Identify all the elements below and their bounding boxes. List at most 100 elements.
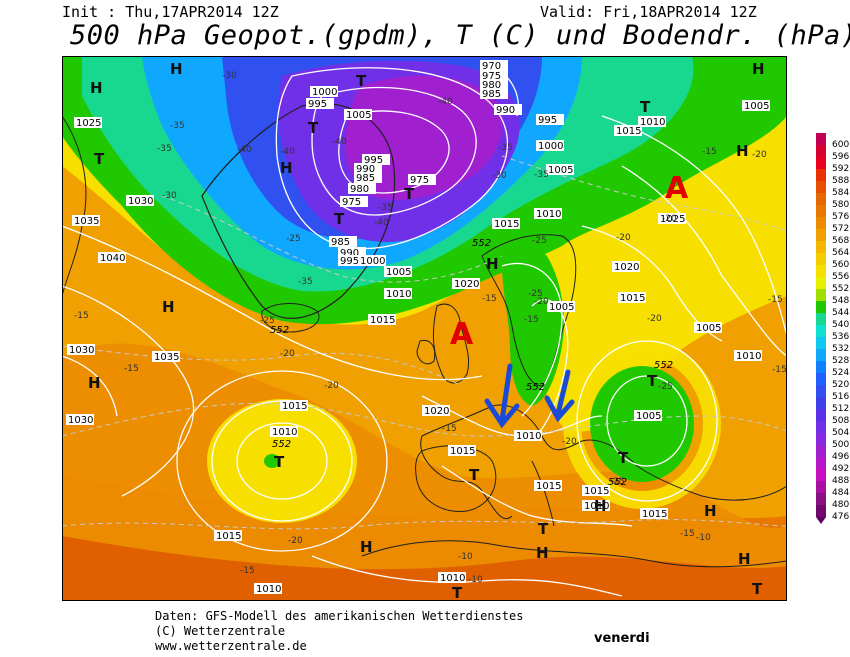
anticyclone-marker-britain: A bbox=[450, 317, 474, 352]
svg-text:1010: 1010 bbox=[516, 431, 541, 442]
svg-text:-15: -15 bbox=[442, 424, 457, 434]
low-marker: T bbox=[274, 453, 285, 471]
svg-text:985: 985 bbox=[331, 237, 350, 248]
low-marker: T bbox=[356, 72, 367, 90]
legend-label: 580 bbox=[832, 201, 849, 210]
high-marker: H bbox=[162, 298, 175, 316]
svg-text:-30: -30 bbox=[492, 171, 507, 181]
svg-text:-25: -25 bbox=[658, 382, 673, 392]
low-marker: T bbox=[640, 98, 651, 116]
legend-label: 476 bbox=[832, 513, 849, 522]
svg-text:1020: 1020 bbox=[424, 406, 449, 417]
high-marker: H bbox=[360, 538, 373, 556]
svg-text:-35: -35 bbox=[378, 203, 393, 213]
legend-label: 576 bbox=[832, 213, 849, 222]
legend-label: 596 bbox=[832, 153, 849, 162]
low-marker: T bbox=[647, 372, 658, 390]
svg-text:-15: -15 bbox=[768, 295, 783, 305]
weather-map: 1025 1030 1035 1040 1030 1035 1030 1015 … bbox=[62, 56, 787, 601]
website-link[interactable]: www.wetterzentrale.de bbox=[155, 639, 523, 654]
svg-text:-40: -40 bbox=[374, 218, 389, 228]
svg-text:-10: -10 bbox=[696, 533, 711, 543]
svg-text:1020: 1020 bbox=[454, 279, 479, 290]
copyright-text: (C) Wetterzentrale bbox=[155, 624, 523, 639]
svg-text:-10: -10 bbox=[458, 552, 473, 562]
low-marker: T bbox=[94, 150, 105, 168]
svg-text:552: 552 bbox=[608, 477, 627, 488]
legend-label: 600 bbox=[832, 141, 849, 150]
low-marker: T bbox=[308, 119, 319, 137]
svg-text:-25: -25 bbox=[532, 236, 547, 246]
svg-text:-20: -20 bbox=[662, 214, 677, 224]
svg-text:1005: 1005 bbox=[744, 101, 769, 112]
svg-text:-15: -15 bbox=[124, 364, 139, 374]
svg-text:1005: 1005 bbox=[346, 110, 371, 121]
svg-text:1010: 1010 bbox=[256, 584, 281, 595]
svg-text:-10: -10 bbox=[468, 575, 483, 585]
svg-text:-20: -20 bbox=[288, 536, 303, 546]
svg-text:1015: 1015 bbox=[616, 126, 641, 137]
svg-text:1025: 1025 bbox=[76, 118, 101, 129]
svg-text:975: 975 bbox=[342, 197, 361, 208]
legend-label: 560 bbox=[832, 261, 849, 270]
svg-text:995: 995 bbox=[538, 115, 557, 126]
low-marker: T bbox=[469, 466, 480, 484]
svg-text:1005: 1005 bbox=[548, 165, 573, 176]
svg-text:1000: 1000 bbox=[538, 141, 563, 152]
svg-text:985: 985 bbox=[356, 173, 375, 184]
legend-label: 552 bbox=[832, 285, 849, 294]
legend-label: 504 bbox=[832, 429, 849, 438]
legend-label: 488 bbox=[832, 477, 849, 486]
legend-label: 588 bbox=[832, 177, 849, 186]
svg-text:-25: -25 bbox=[286, 234, 301, 244]
svg-text:-20: -20 bbox=[324, 381, 339, 391]
svg-text:-35: -35 bbox=[498, 143, 513, 153]
legend-label: 556 bbox=[832, 273, 849, 282]
svg-text:-20: -20 bbox=[647, 314, 662, 324]
legend-label: 524 bbox=[832, 369, 849, 378]
high-marker: H bbox=[536, 544, 549, 562]
svg-text:1030: 1030 bbox=[128, 196, 153, 207]
data-source-text: Daten: GFS-Modell des amerikanischen Wet… bbox=[155, 609, 523, 624]
high-marker: H bbox=[752, 60, 765, 78]
init-time: Init : Thu,17APR2014 12Z bbox=[62, 3, 279, 21]
svg-text:1010: 1010 bbox=[272, 427, 297, 438]
svg-text:-15: -15 bbox=[482, 294, 497, 304]
legend-label: 484 bbox=[832, 489, 849, 498]
legend-label: 544 bbox=[832, 309, 849, 318]
legend-label: 512 bbox=[832, 405, 849, 414]
svg-text:1000: 1000 bbox=[360, 256, 385, 267]
svg-text:1030: 1030 bbox=[69, 345, 94, 356]
svg-text:-20: -20 bbox=[562, 437, 577, 447]
low-marker: T bbox=[538, 520, 549, 538]
svg-text:-20: -20 bbox=[752, 150, 767, 160]
high-marker: H bbox=[736, 142, 749, 160]
color-scale-bar bbox=[812, 133, 832, 525]
svg-text:995: 995 bbox=[340, 256, 359, 267]
high-marker: H bbox=[280, 159, 293, 177]
svg-text:1015: 1015 bbox=[584, 486, 609, 497]
svg-text:1015: 1015 bbox=[282, 401, 307, 412]
svg-text:-30: -30 bbox=[222, 71, 237, 81]
high-marker: H bbox=[704, 502, 717, 520]
svg-text:1030: 1030 bbox=[68, 415, 93, 426]
svg-text:1015: 1015 bbox=[370, 315, 395, 326]
svg-text:1015: 1015 bbox=[536, 481, 561, 492]
anticyclone-marker-russia: A bbox=[665, 171, 689, 206]
svg-text:1035: 1035 bbox=[74, 216, 99, 227]
svg-text:1035: 1035 bbox=[154, 352, 179, 363]
svg-text:1020: 1020 bbox=[614, 262, 639, 273]
legend-label: 528 bbox=[832, 357, 849, 366]
chart-title: 500 hPa Geopot.(gpdm), T (C) und Bodendr… bbox=[70, 20, 850, 51]
legend-label: 536 bbox=[832, 333, 849, 342]
svg-text:-40: -40 bbox=[332, 137, 347, 147]
legend-label: 584 bbox=[832, 189, 849, 198]
svg-text:-15: -15 bbox=[524, 315, 539, 325]
svg-text:1015: 1015 bbox=[620, 293, 645, 304]
valid-time: Valid: Fri,18APR2014 12Z bbox=[540, 3, 757, 21]
svg-text:-40: -40 bbox=[237, 145, 252, 155]
svg-text:1015: 1015 bbox=[642, 509, 667, 520]
svg-text:1005: 1005 bbox=[549, 302, 574, 313]
svg-text:-15: -15 bbox=[74, 311, 89, 321]
svg-text:1010: 1010 bbox=[536, 209, 561, 220]
